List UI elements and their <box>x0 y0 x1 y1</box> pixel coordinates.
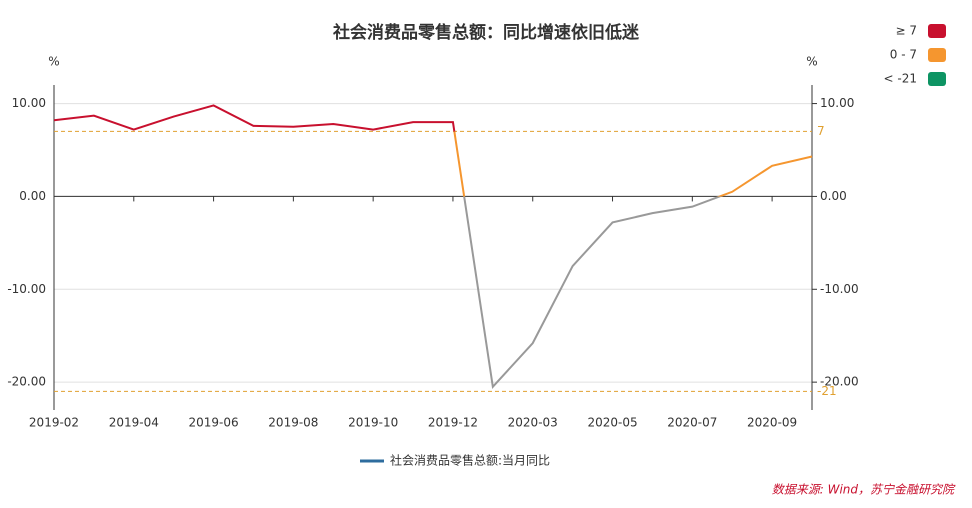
mark-line-label: -21 <box>817 384 837 398</box>
x-tick-label: 2019-08 <box>268 416 318 430</box>
x-tick-label: 2019-06 <box>189 416 239 430</box>
x-tick-label: 2019-02 <box>29 416 79 430</box>
legend-label: 社会消费品零售总额:当月同比 <box>390 453 550 468</box>
visual-map-swatch <box>928 72 946 86</box>
x-tick-label: 2019-04 <box>109 416 159 430</box>
visual-map-label: 0 - 7 <box>890 48 917 62</box>
x-tick-label: 2020-05 <box>587 416 637 430</box>
visual-map-label: ≥ 7 <box>895 24 917 38</box>
y2-tick-label: -10.00 <box>820 282 859 296</box>
mark-line-label: 7 <box>817 124 825 138</box>
y-tick-label: -20.00 <box>7 375 46 389</box>
y2-tick-label: 10.00 <box>820 96 854 110</box>
visual-map-label: < -21 <box>884 72 917 86</box>
series-line <box>53 104 813 390</box>
chart-title: 社会消费品零售总额：同比增速依旧低迷 <box>332 22 640 43</box>
x-tick-label: 2019-10 <box>348 416 398 430</box>
y-unit: % <box>48 55 59 69</box>
source-note: 数据来源: Wind，苏宁金融研究院 <box>772 483 956 497</box>
y-tick-label: 0.00 <box>19 189 46 203</box>
visual-map-swatch <box>928 24 946 38</box>
y2-tick-label: -20.00 <box>820 375 859 389</box>
y2-unit: % <box>806 55 817 69</box>
y-tick-label: -10.00 <box>7 282 46 296</box>
y-tick-label: 10.00 <box>12 96 46 110</box>
visual-map-swatch <box>928 48 946 62</box>
x-tick-label: 2020-07 <box>667 416 717 430</box>
y2-tick-label: 0.00 <box>820 189 847 203</box>
x-tick-label: 2019-12 <box>428 416 478 430</box>
x-tick-label: 2020-09 <box>747 416 797 430</box>
x-tick-label: 2020-03 <box>508 416 558 430</box>
